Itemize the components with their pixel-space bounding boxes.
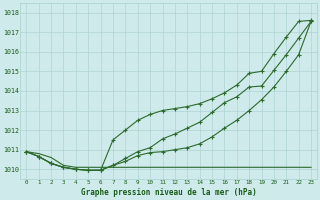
X-axis label: Graphe pression niveau de la mer (hPa): Graphe pression niveau de la mer (hPa) bbox=[81, 188, 257, 197]
